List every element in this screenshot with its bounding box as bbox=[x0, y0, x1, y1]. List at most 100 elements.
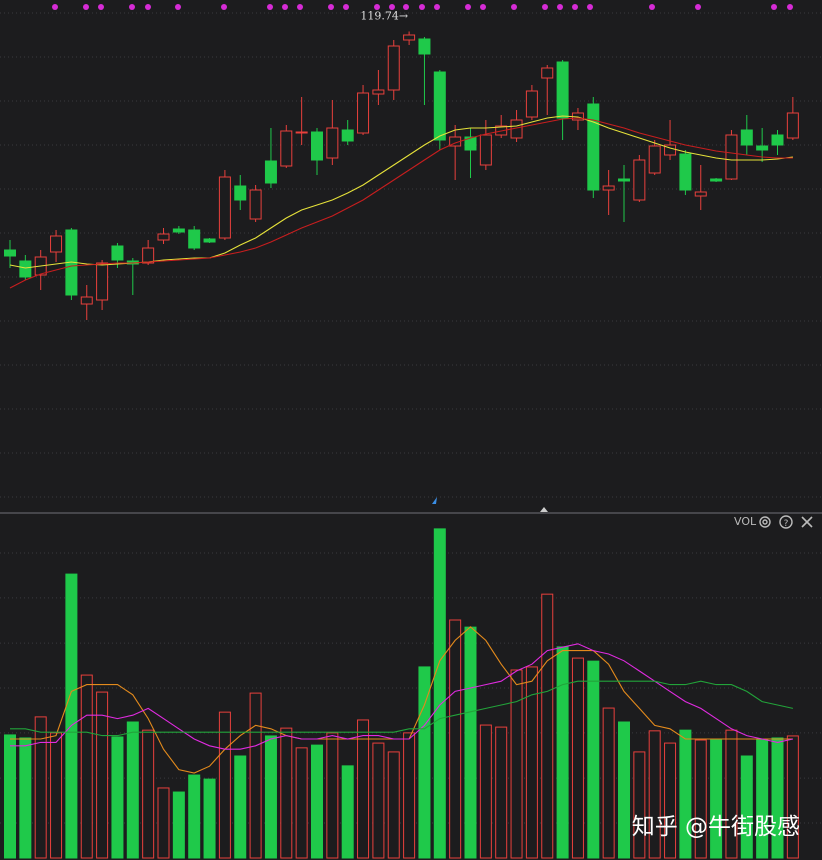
volume-bar bbox=[710, 739, 723, 859]
volume-bar bbox=[541, 593, 554, 859]
volume-bar bbox=[249, 692, 262, 859]
volume-bar bbox=[418, 666, 431, 859]
candle-body bbox=[694, 191, 707, 197]
candle-body bbox=[372, 89, 385, 95]
volume-bar bbox=[80, 674, 93, 859]
candle-body bbox=[587, 103, 600, 191]
help-icon[interactable]: ? bbox=[779, 515, 793, 529]
candle-body bbox=[403, 34, 416, 41]
candle-body bbox=[464, 136, 477, 151]
candle-body bbox=[525, 90, 538, 118]
volume-bar bbox=[264, 735, 277, 859]
marker bbox=[432, 497, 437, 504]
candle-body bbox=[280, 130, 293, 167]
volume-bar bbox=[602, 707, 615, 859]
candle-body bbox=[326, 127, 339, 159]
candle-body bbox=[50, 235, 63, 253]
volume-bar bbox=[679, 729, 692, 859]
candle-body bbox=[218, 176, 231, 239]
volume-bar bbox=[50, 732, 63, 859]
candle-body bbox=[357, 92, 370, 134]
volume-bar bbox=[464, 626, 477, 859]
candle-body bbox=[725, 134, 738, 180]
volume-bar bbox=[587, 660, 600, 859]
indicator-label: VOL bbox=[734, 515, 757, 528]
candle-body bbox=[142, 247, 155, 264]
candle-body bbox=[710, 178, 723, 182]
candle-body bbox=[188, 229, 201, 249]
volume-bar bbox=[311, 744, 323, 859]
volume-bar bbox=[433, 528, 446, 859]
candle-body bbox=[771, 134, 784, 146]
settings-icon[interactable] bbox=[759, 516, 771, 528]
volume-bar bbox=[295, 747, 308, 859]
volume-bar bbox=[172, 791, 185, 859]
svg-text:?: ? bbox=[784, 519, 789, 529]
candle-body bbox=[541, 67, 554, 79]
volume-bar bbox=[96, 691, 109, 859]
volume-bar bbox=[341, 765, 354, 859]
volume-bar bbox=[142, 729, 155, 859]
high-annotation: 119.74→ bbox=[360, 10, 408, 23]
volume-bar bbox=[19, 737, 32, 859]
volume-bar bbox=[510, 669, 523, 859]
volume-bar bbox=[618, 721, 630, 859]
volume-bar bbox=[157, 787, 170, 859]
volume-bar bbox=[525, 666, 538, 859]
candle-body bbox=[311, 131, 323, 161]
volume-bar bbox=[188, 774, 201, 859]
signal-markers bbox=[52, 4, 793, 10]
candle-body bbox=[172, 228, 185, 233]
marker bbox=[540, 507, 548, 512]
candle-body bbox=[341, 129, 354, 142]
volume-bar bbox=[725, 729, 738, 859]
volume-bar bbox=[556, 646, 569, 859]
volume-bar bbox=[479, 724, 492, 859]
candle-body bbox=[19, 260, 32, 278]
volume-bar bbox=[357, 719, 370, 859]
candle-body bbox=[157, 233, 170, 241]
moving-average-line bbox=[10, 643, 794, 750]
volume-bar bbox=[449, 619, 462, 859]
candle-body bbox=[633, 159, 646, 201]
close-icon[interactable] bbox=[801, 516, 813, 528]
volume-bar bbox=[664, 742, 677, 859]
volume-bar bbox=[786, 735, 799, 859]
candle-body bbox=[387, 45, 400, 91]
volume-bar bbox=[633, 751, 646, 859]
moving-average-line bbox=[10, 680, 794, 737]
moving-average-line bbox=[9, 117, 793, 289]
candle-body bbox=[479, 134, 492, 166]
volume-bar bbox=[4, 734, 16, 859]
candle-body bbox=[756, 145, 769, 151]
watermark: 知乎 @牛街股感 bbox=[632, 814, 800, 840]
volume-bar bbox=[218, 711, 231, 859]
candle-body bbox=[679, 153, 692, 191]
candle-body bbox=[786, 112, 799, 139]
candle-body bbox=[234, 185, 247, 201]
volume-bar bbox=[771, 737, 784, 859]
candle-body bbox=[740, 129, 753, 146]
candle-body bbox=[602, 185, 615, 191]
volume-bar bbox=[648, 730, 661, 859]
volume-bar bbox=[126, 721, 139, 859]
volume-bar bbox=[756, 739, 769, 859]
volume-bar bbox=[65, 573, 78, 859]
candle-body bbox=[80, 296, 93, 305]
candle-body bbox=[618, 178, 630, 182]
candle-body bbox=[203, 238, 216, 243]
candle-body bbox=[433, 71, 446, 141]
volume-bar bbox=[34, 716, 47, 859]
volume-bar bbox=[111, 736, 124, 859]
volume-bar bbox=[372, 742, 385, 859]
volume-bar bbox=[387, 751, 400, 859]
candle-body bbox=[556, 61, 569, 119]
volume-bar bbox=[326, 732, 339, 859]
volume-bar bbox=[203, 778, 216, 859]
candle-body bbox=[96, 262, 109, 301]
candle-body bbox=[264, 160, 277, 184]
volume-bar bbox=[280, 727, 293, 859]
volume-bar bbox=[495, 726, 508, 859]
candle-body bbox=[648, 145, 661, 174]
